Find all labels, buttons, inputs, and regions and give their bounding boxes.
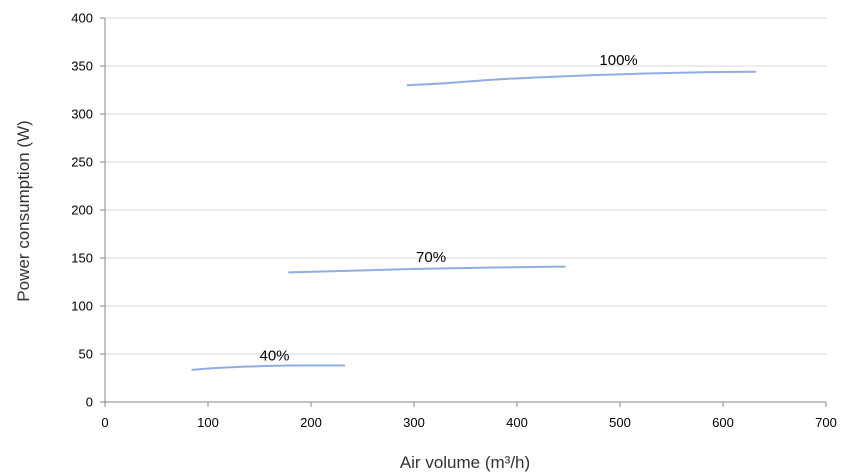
x-tick-label: 0 [101, 415, 108, 430]
y-tick-label: 50 [79, 347, 93, 362]
series-label-70pct: 70% [416, 249, 446, 266]
x-tick-label: 600 [712, 415, 734, 430]
y-tick-label: 350 [71, 59, 93, 74]
y-tick-label: 250 [71, 155, 93, 170]
y-tick-label: 0 [86, 395, 93, 410]
x-tick-label: 200 [300, 415, 322, 430]
series-label-100pct: 100% [599, 52, 637, 69]
series-lines [191, 70, 756, 371]
x-axis-title: Air volume (m³/h) [400, 453, 530, 472]
x-tick-label: 500 [609, 415, 631, 430]
y-tick-label: 150 [71, 251, 93, 266]
y-axis-title: Power consumption (W) [14, 120, 33, 301]
x-tick-label: 700 [815, 415, 837, 430]
x-tick-label: 300 [403, 415, 425, 430]
grid [105, 17, 826, 355]
series-line-70pct [288, 265, 566, 274]
x-tick-label: 100 [197, 415, 219, 430]
series-label-40pct: 40% [260, 348, 290, 365]
series-line-100pct [406, 70, 756, 87]
y-tick-label: 200 [71, 203, 93, 218]
series-labels: 100% 70% 40% [260, 52, 638, 365]
series-line-40pct [191, 364, 345, 371]
y-tick-label: 300 [71, 107, 93, 122]
y-tick-label: 400 [71, 11, 93, 26]
axes: 0 50 100 150 200 250 300 350 400 0 100 200 300 400 500… [71, 11, 837, 431]
x-tick-label: 400 [506, 415, 528, 430]
y-tick-label: 100 [71, 299, 93, 314]
